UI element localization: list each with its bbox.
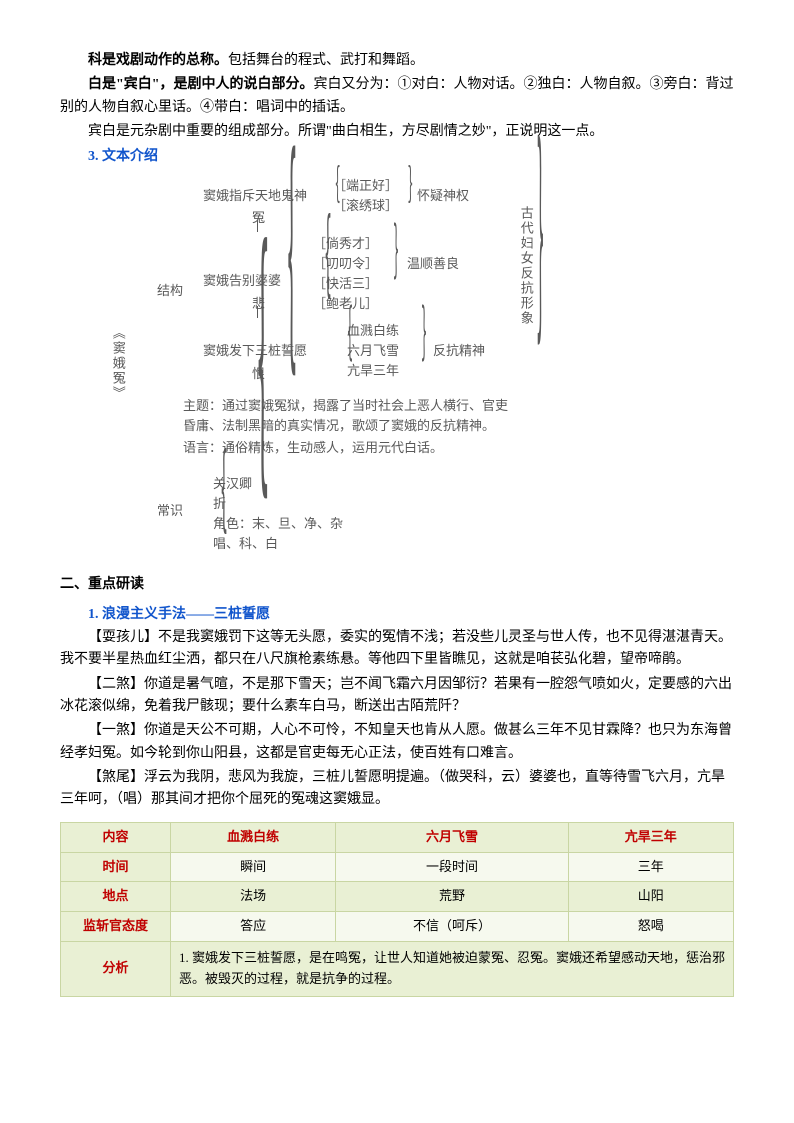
- cell: 荒野: [336, 882, 568, 912]
- row1b: ［滚绣球］: [333, 196, 398, 217]
- intro-p1: 科是戏剧动作的总称。包括舞台的程式、武打和舞蹈。: [60, 50, 734, 72]
- intro-p2: 白是"宾白"，是剧中人的说白部分。宾白又分为：①对白：人物对话。②独白：人物自叙…: [60, 74, 734, 119]
- row3a: 血溅白练: [347, 321, 399, 342]
- table-row: 地点 法场 荒野 山阳: [61, 882, 734, 912]
- rowhead-analysis: 分析: [61, 942, 171, 997]
- diagram-title: 《窦娥冤》: [107, 326, 128, 401]
- cs-label: 常识: [157, 501, 183, 522]
- cell: 法场: [171, 882, 336, 912]
- rowhead-0: 时间: [61, 852, 171, 882]
- cell: 不信（呵斥）: [336, 912, 568, 942]
- part2-sub1: 1. 浪漫主义手法——三桩誓愿: [60, 604, 734, 626]
- row2b: ［叨叨令］: [313, 254, 378, 275]
- intro-p3: 宾白是元杂剧中重要的组成部分。所谓"曲白相生，方尽剧情之妙"，正说明这一点。: [60, 121, 734, 143]
- cs2: 折: [213, 494, 226, 515]
- vows-table: 内容 血溅白练 六月飞雪 亢旱三年 时间 瞬间 一段时间 三年 地点 法场 荒野…: [60, 822, 734, 997]
- cell: 怒喝: [568, 912, 733, 942]
- brace-right: ｝: [537, 141, 557, 361]
- row1r: 怀疑神权: [417, 186, 469, 207]
- quote3: 【一煞】你道是天公不可期，人心不可怜，不知皇天也肯从人愿。做甚么三年不见甘霖降？…: [60, 720, 734, 765]
- cell: 三年: [568, 852, 733, 882]
- right-label: 古代妇女反抗形象: [515, 206, 536, 326]
- cs1: 关汉卿: [213, 474, 252, 495]
- th-0: 内容: [61, 822, 171, 852]
- hen: 恨: [252, 364, 265, 385]
- table-row: 时间 瞬间 一段时间 三年: [61, 852, 734, 882]
- cell: 答应: [171, 912, 336, 942]
- rowhead-2: 监斩官态度: [61, 912, 171, 942]
- table-header-row: 内容 血溅白练 六月飞雪 亢旱三年: [61, 822, 734, 852]
- bei: 悲: [252, 294, 265, 315]
- table-row: 监斩官态度 答应 不信（呵斥） 怒喝: [61, 912, 734, 942]
- row3b: 六月飞雪: [347, 341, 399, 362]
- cs4: 唱、科、白: [213, 534, 278, 555]
- theme-l2: 昏庸、法制黑暗的真实情况，歌颂了窦娥的反抗精神。: [183, 416, 495, 437]
- table-row-analysis: 分析 1. 窦娥发下三桩誓愿，是在鸣冤，让世人知道她被迫蒙冤、忍冤。窦娥还希望感…: [61, 942, 734, 997]
- row2r: 温顺善良: [407, 254, 459, 275]
- theme-l1: 主题：通过窦娥冤狱，揭露了当时社会上恶人横行、官吏: [183, 396, 508, 417]
- vline1: [257, 220, 258, 232]
- row2-label: 窦娥告别婆婆: [203, 271, 281, 292]
- analysis-cell: 1. 窦娥发下三桩誓愿，是在鸣冤，让世人知道她被迫蒙冤、忍冤。窦娥还希望感动天地…: [171, 942, 734, 997]
- th-2: 六月飞雪: [336, 822, 568, 852]
- part2-title: 二、重点研读: [60, 574, 734, 596]
- quote1: 【耍孩儿】不是我窦娥罚下这等无头愿，委实的冤情不浅；若没些儿灵圣与世人传，也不见…: [60, 627, 734, 672]
- intro-p2-bold: 白是"宾白"，是剧中人的说白部分。: [88, 77, 314, 92]
- cs3: 角色：末、旦、净、杂: [213, 514, 343, 535]
- row2a: ［倘秀才］: [313, 234, 378, 255]
- yuan: 冤: [252, 208, 265, 229]
- row1a: ［端正好］: [333, 176, 398, 197]
- structure-diagram: 《窦娥冤》 ｛ 结构 ｛ 窦娥指斥天地鬼神 冤 ｛ ［端正好］ ［滚绣球］ ｝ …: [117, 176, 677, 556]
- section-3-title: 3. 文本介绍: [60, 146, 734, 168]
- row3-label: 窦娥发下三桩誓愿: [203, 341, 307, 362]
- rowhead-1: 地点: [61, 882, 171, 912]
- row2c: ［快活三］: [313, 274, 378, 295]
- row3r: 反抗精神: [433, 341, 485, 362]
- quote4: 【煞尾】浮云为我阴，悲风为我旋，三桩儿誓愿明提遍。（做哭科，云）婆婆也，直等待雪…: [60, 767, 734, 812]
- row1-label: 窦娥指斥天地鬼神: [203, 186, 307, 207]
- cell: 一段时间: [336, 852, 568, 882]
- row3c: 亢旱三年: [347, 361, 399, 382]
- intro-p1-rest: 包括舞台的程式、武打和舞蹈。: [228, 53, 424, 68]
- cell: 山阳: [568, 882, 733, 912]
- th-3: 亢旱三年: [568, 822, 733, 852]
- cell: 瞬间: [171, 852, 336, 882]
- vline2: [257, 306, 258, 318]
- structure-label: 结构: [157, 281, 183, 302]
- th-1: 血溅白练: [171, 822, 336, 852]
- quote2: 【二煞】你道是暑气暄，不是那下雪天；岂不闻飞霜六月因邹衍？若果有一腔怨气喷如火，…: [60, 674, 734, 719]
- intro-p1-bold: 科是戏剧动作的总称。: [88, 53, 228, 68]
